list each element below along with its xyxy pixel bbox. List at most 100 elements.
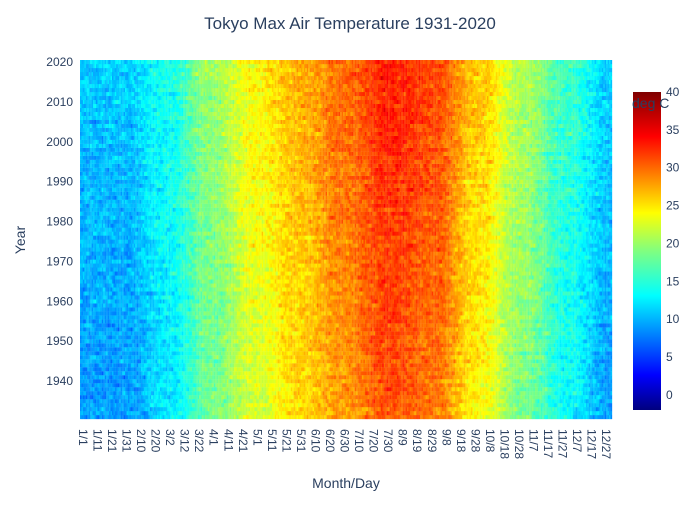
heatmap-cell [99,391,101,395]
heatmap-cell [558,371,560,375]
heatmap-cell [551,407,553,411]
heatmap-cell [407,415,409,419]
heatmap-cell [288,403,290,407]
heatmap-cell [286,403,288,407]
heatmap-cell [475,411,477,415]
heatmap-cell [102,371,104,375]
heatmap-cell [451,383,453,387]
heatmap-cell [215,415,217,419]
heatmap-cell [424,391,426,395]
heatmap-cell [154,387,156,391]
heatmap-cell [84,403,86,407]
heatmap-cell [224,395,226,399]
heatmap-cell [529,403,531,407]
heatmap-cell [596,403,598,407]
heatmap-cell [86,403,88,407]
heatmap-cell [474,387,476,391]
heatmap-cell [580,391,582,395]
heatmap-cell [395,403,397,407]
heatmap-cell [195,383,197,387]
heatmap-cell [247,391,249,395]
heatmap-cell [234,395,236,399]
heatmap-cell [424,371,426,375]
heatmap-cell [250,379,252,383]
heatmap-cell [233,411,235,415]
heatmap-cell [182,383,184,387]
heatmap-cell [503,375,505,379]
heatmap-cell [129,375,131,379]
heatmap-cell [295,371,297,375]
heatmap-cell [215,375,217,379]
heatmap-cell [285,403,287,407]
heatmap-cell [349,415,351,419]
heatmap-cell [446,375,448,379]
heatmap-cell [397,395,399,399]
heatmap-cell [234,375,236,379]
heatmap-cell [587,411,589,415]
heatmap-cell [552,407,554,411]
heatmap-cell [563,371,565,375]
heatmap-cell [92,395,94,399]
heatmap-cell [177,383,179,387]
heatmap-cell [448,411,450,415]
heatmap-cell [119,375,121,379]
heatmap-cell [269,375,271,379]
heatmap-cell [83,415,85,419]
heatmap-cell [555,391,557,395]
heatmap-cell [525,383,527,387]
heatmap-cell [113,407,115,411]
heatmap-cell [393,407,395,411]
heatmap-cell [145,407,147,411]
heatmap-cell [108,399,110,403]
heatmap-cell [298,375,300,379]
heatmap-cell [282,387,284,391]
heatmap-cell [523,375,525,379]
heatmap-cell [275,399,277,403]
heatmap-cell [484,375,486,379]
heatmap-cell [381,399,383,403]
heatmap-cell [193,415,195,419]
heatmap-cell [557,403,559,407]
heatmap-cell [240,399,242,403]
heatmap-cell [289,403,291,407]
heatmap-cell [225,411,227,415]
heatmap-cell [576,375,578,379]
heatmap-cell [464,387,466,391]
heatmap-cell [131,383,133,387]
heatmap-cell [544,383,546,387]
heatmap-cell [480,371,482,375]
heatmap-cell [231,383,233,387]
heatmap-cell [103,387,105,391]
heatmap-cell [509,387,511,391]
heatmap-cell [237,375,239,379]
heatmap-cell [359,387,361,391]
heatmap-cell [209,403,211,407]
heatmap-cell [317,379,319,383]
heatmap-cell [472,407,474,411]
heatmap-cell [424,383,426,387]
heatmap-cell [279,371,281,375]
heatmap-cell [359,395,361,399]
heatmap-cell [513,395,515,399]
heatmap-cell [362,375,364,379]
heatmap-cell [97,375,99,379]
heatmap-cell [185,411,187,415]
heatmap-cell [427,375,429,379]
heatmap-cell [148,399,150,403]
heatmap-cell [236,383,238,387]
heatmap-cell [291,407,293,411]
heatmap-cell [359,383,361,387]
heatmap-cell [87,411,89,415]
heatmap-cell [144,371,146,375]
heatmap-cell [558,399,560,403]
heatmap-cell [320,411,322,415]
heatmap-cell [343,407,345,411]
heatmap-cell [369,395,371,399]
heatmap-cell [240,375,242,379]
heatmap-cell [391,403,393,407]
heatmap-cell [404,383,406,387]
heatmap-cell [186,403,188,407]
heatmap-cell [247,407,249,411]
heatmap-cell [313,383,315,387]
heatmap-cell [430,371,432,375]
